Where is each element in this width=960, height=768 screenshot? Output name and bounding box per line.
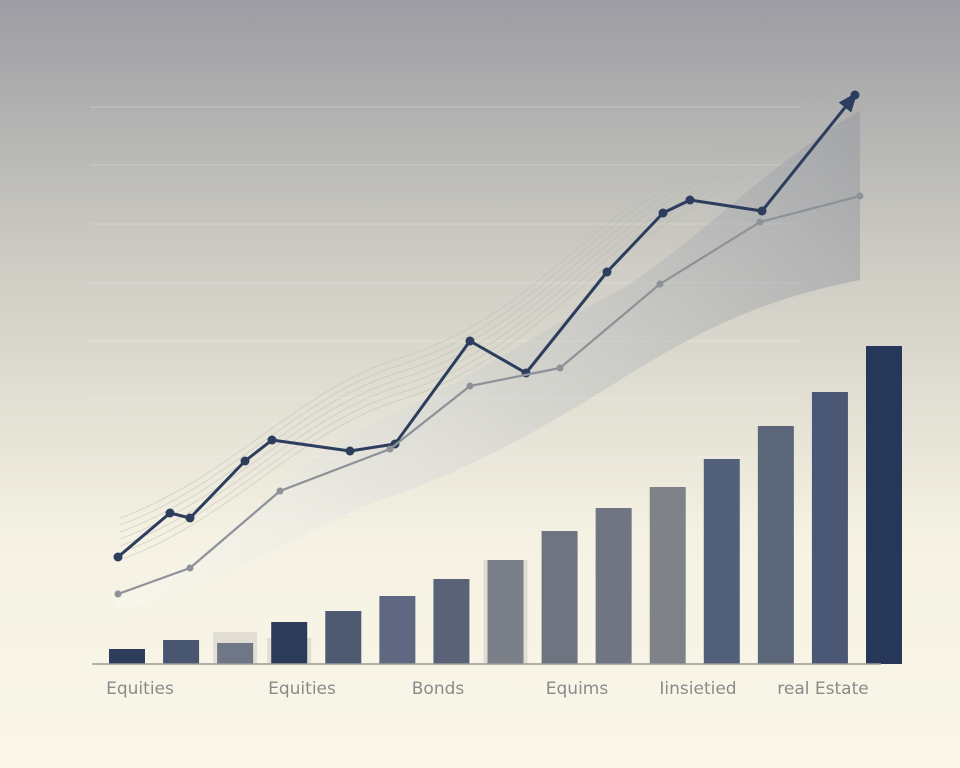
ribbon-strand-2 (119, 105, 861, 547)
ribbon-strand-3 (119, 98, 861, 540)
series-1-point-5 (556, 364, 564, 372)
series-0-point-11 (685, 195, 695, 205)
category-label-0: Equities (106, 679, 174, 699)
series-1-point-4 (466, 382, 474, 390)
bars (109, 346, 902, 664)
series-0-point-9 (602, 267, 612, 277)
bar-6 (433, 579, 470, 664)
series-1-point-0 (114, 590, 122, 598)
category-label-3: Equims (546, 679, 609, 699)
series-1-point-7 (756, 218, 764, 226)
bar-0 (109, 649, 145, 664)
ribbon-strand-6 (119, 77, 861, 519)
series-0-point-1 (165, 508, 175, 518)
ribbon-band (115, 110, 860, 610)
bar-8 (541, 531, 578, 664)
bar-9 (595, 508, 632, 664)
bar-14 (866, 346, 902, 664)
bar-7 (487, 560, 524, 664)
bar-11 (703, 459, 740, 664)
series-1-point-6 (656, 280, 664, 288)
bar-5 (379, 596, 416, 664)
ribbon-strand-0 (119, 119, 861, 561)
bar-13 (811, 392, 848, 664)
ribbon-strand-1 (119, 112, 861, 554)
bar-10 (649, 487, 686, 664)
category-label-1: Equities (268, 679, 336, 699)
series-0-point-7 (465, 336, 475, 346)
series-1-point-2 (276, 487, 284, 495)
series-0-point-10 (658, 208, 668, 218)
decorative-ribbon (115, 77, 861, 610)
category-label-2: Bonds (412, 679, 465, 699)
series-0-point-2 (185, 513, 195, 523)
series-0-point-3 (240, 456, 250, 466)
series-0-point-12 (757, 206, 767, 216)
series-0-point-5 (345, 446, 355, 456)
bar-1 (163, 640, 200, 664)
series-0-point-0 (113, 552, 123, 562)
series-1-point-3 (386, 445, 394, 453)
bar-4 (325, 611, 362, 664)
series-line-0 (116, 93, 857, 559)
ribbon-strand-5 (119, 84, 861, 526)
trend-lines (113, 90, 864, 598)
bar-2 (217, 643, 254, 664)
series-0-point-4 (267, 435, 277, 445)
bar-12 (757, 426, 794, 664)
category-label-4: Iinsietied (659, 679, 736, 699)
series-1-point-8 (856, 192, 864, 200)
category-labels: Equities Equities Bonds Equims Iinsietied rea… (106, 679, 869, 699)
bar-3 (271, 622, 308, 664)
series-1-point-1 (186, 564, 194, 572)
category-label-5: real Estate (777, 679, 868, 699)
trend-arrowhead (838, 91, 858, 113)
